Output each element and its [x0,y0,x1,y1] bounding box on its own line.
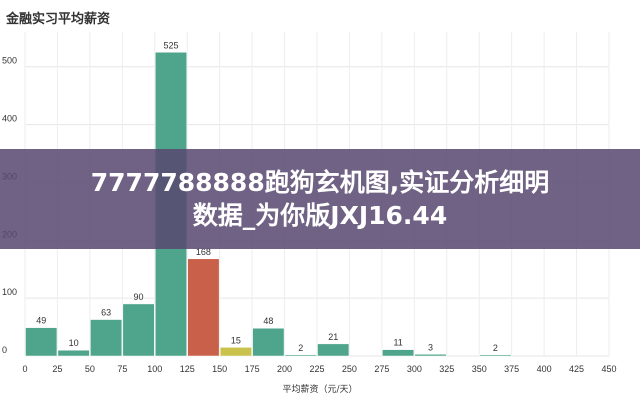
bar-label-75-100: 90 [134,292,144,302]
bar-75-100 [122,303,155,357]
x-tick-label: 375 [504,364,519,374]
y-tick-label: 400 [2,114,17,124]
x-tick-label: 325 [439,364,454,374]
x-tick-label: 0 [22,364,27,374]
bar-225-250 [317,343,350,357]
bar-200-225 [284,354,317,357]
x-tick-label: 25 [52,364,62,374]
bar-label-0-25: 49 [36,316,46,326]
bar-label-225-250: 21 [328,332,338,342]
x-tick-label: 100 [147,364,162,374]
x-tick-label: 250 [342,364,357,374]
x-tick-label: 400 [537,364,552,374]
bar-label-175-200: 48 [263,316,273,326]
x-tick-label: 225 [309,364,324,374]
bar-25-50 [57,349,90,357]
bar-label-350-375: 2 [493,343,498,353]
x-tick-label: 275 [374,364,389,374]
bar-label-50-75: 63 [101,308,111,318]
x-tick-label: 450 [601,364,616,374]
bar-275-300 [382,349,415,357]
bar-label-275-300: 11 [393,338,402,348]
x-tick-label: 125 [180,364,195,374]
bar-0-25 [25,327,58,357]
y-tick-label: 0 [2,345,7,355]
overlay-banner: 7777788888跑狗玄机图,实证分析细明 数据_为你版JXJ16.44 [0,149,640,249]
chart-title: 金融实习平均薪资 [6,12,111,27]
bar-label-100-125: 525 [163,40,178,50]
x-axis-label: 平均薪资（元/天） [282,383,357,395]
bar-125-150 [187,258,220,357]
x-tick-label: 150 [212,364,227,374]
x-tick-label: 175 [245,364,260,374]
bar-300-325 [414,354,447,357]
bar-175-200 [252,327,285,357]
overlay-line-2: 数据_为你版JXJ16.44 [192,201,448,230]
y-tick-label: 500 [2,56,17,66]
x-tick-label: 50 [85,364,95,374]
bar-label-150-175: 15 [231,335,241,345]
y-tick-label: 100 [2,287,17,297]
bar-150-175 [219,347,252,357]
bar-50-75 [90,319,123,357]
bar-350-375 [479,354,512,357]
bar-labels: 49 10 63 90 525 168 15 48 2 21 11 3 2 [36,40,498,353]
bar-label-200-225: 2 [298,343,303,353]
bar-label-125-150: 168 [196,247,211,257]
bar-label-300-325: 3 [428,342,433,352]
x-tick-label: 425 [569,364,584,374]
overlay-line-1: 7777788888跑狗玄机图,实证分析细明 [90,168,550,197]
x-tick-label: 200 [277,364,292,374]
x-tick-labels: 0 25 50 75 100 125 150 175 200 225 250 275 300 325 350… [22,364,616,374]
x-tick-label: 350 [472,364,487,374]
x-tick-label: 75 [117,364,127,374]
bar-label-25-50: 10 [69,338,79,348]
x-tick-label: 300 [407,364,422,374]
